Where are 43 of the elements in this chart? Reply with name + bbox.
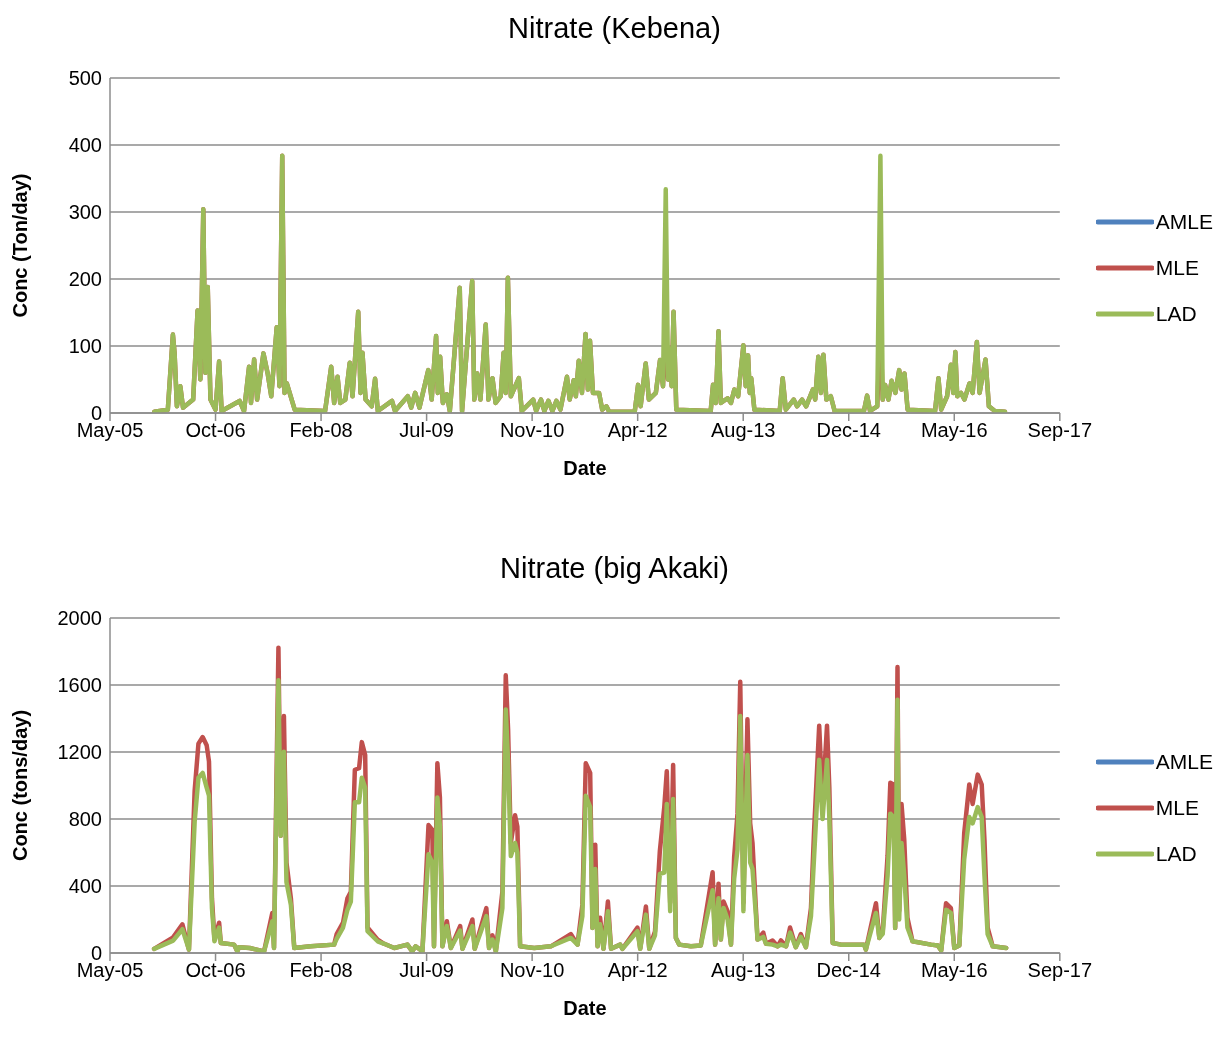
y-tick-label: 1600	[57, 674, 102, 697]
y-tick-label: 400	[68, 134, 102, 157]
x-axis-title: Date	[563, 457, 607, 479]
x-axis-title: Date	[563, 997, 607, 1019]
x-tick-label: Nov-10	[499, 419, 565, 442]
y-tick-label: 100	[68, 335, 102, 358]
x-tick-label: Jul-09	[399, 959, 454, 982]
x-tick-label: May-05	[76, 959, 144, 982]
x-tick-label: Feb-08	[289, 419, 353, 442]
legend-label: MLE	[1155, 796, 1199, 820]
x-tick-label: Apr-12	[607, 959, 668, 982]
x-tick-label: Aug-13	[710, 959, 776, 982]
y-tick-label: 300	[68, 201, 102, 224]
legend-label: MLE	[1155, 256, 1199, 280]
chart-title: Nitrate (big Akaki)	[499, 551, 730, 586]
x-tick-label: Feb-08	[289, 959, 353, 982]
x-tick-label: Sep-17	[1027, 419, 1093, 442]
y-tick-label: 400	[68, 875, 102, 898]
y-axis-title: Conc (tons/day)	[9, 709, 32, 862]
legend-label: LAD	[1155, 842, 1197, 866]
x-tick-label: Jul-09	[399, 419, 454, 442]
x-tick-label: May-16	[920, 959, 988, 982]
y-tick-label: 1200	[57, 741, 102, 764]
x-tick-label: Oct-06	[185, 959, 246, 982]
x-tick-label: Oct-06	[185, 419, 246, 442]
y-axis-title: Conc (Ton/day)	[9, 173, 32, 318]
legend-label: LAD	[1155, 302, 1197, 326]
x-tick-label: Dec-14	[816, 419, 881, 442]
legend-label: AMLE	[1155, 210, 1213, 234]
x-tick-label: Dec-14	[816, 959, 881, 982]
x-tick-label: Apr-12	[607, 419, 668, 442]
y-tick-label: 500	[68, 67, 102, 90]
x-tick-label: Nov-10	[499, 959, 565, 982]
y-tick-label: 800	[68, 808, 102, 831]
y-tick-label: 200	[68, 268, 102, 291]
x-tick-label: Sep-17	[1027, 959, 1093, 982]
y-tick-label: 2000	[57, 607, 102, 630]
x-tick-label: May-05	[76, 419, 144, 442]
line-series	[152, 153, 1008, 413]
chart-title: Nitrate (Kebena)	[507, 11, 722, 46]
legend-label: AMLE	[1155, 750, 1213, 774]
x-tick-label: May-16	[920, 419, 988, 442]
x-tick-label: Aug-13	[710, 419, 776, 442]
